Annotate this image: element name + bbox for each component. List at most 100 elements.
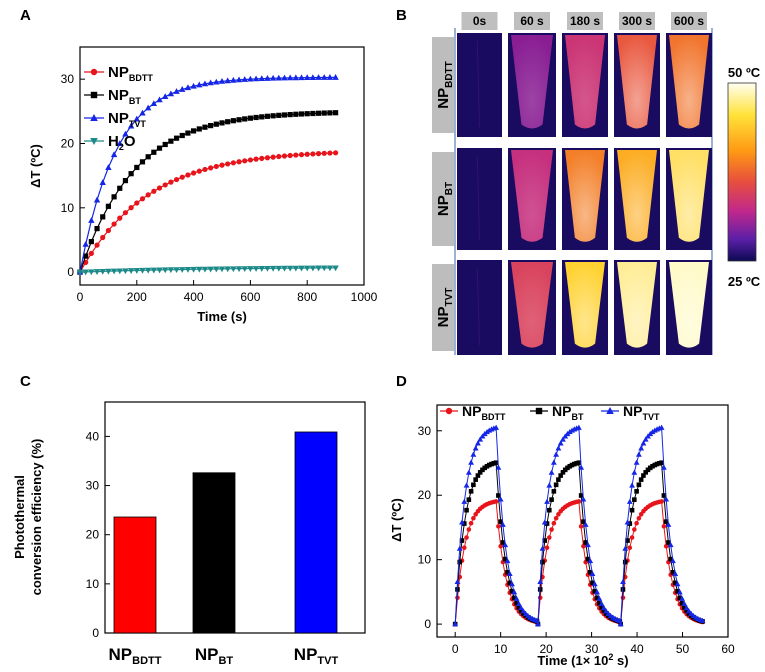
thermal-tube-glow	[511, 35, 553, 129]
panel-a-point-bt	[179, 132, 185, 139]
panel-d-point-bt	[641, 473, 646, 478]
panel-a-point-tvt	[127, 122, 135, 129]
panel-a-point-h2o	[292, 265, 300, 272]
panel-a-point-h2o	[241, 266, 248, 273]
panel-d-point-bt	[556, 477, 561, 482]
panel-a-point-bdtt	[134, 200, 140, 206]
panel-b-letter: B	[396, 7, 407, 24]
row-label-0: NPBDTT	[435, 61, 455, 109]
panel-a-ytick-label: 10	[61, 201, 75, 215]
time-label-1: 60 s	[520, 14, 544, 28]
panel-d-xtick-label: 30	[585, 642, 599, 656]
panel-c-ytick-label: 30	[86, 479, 100, 493]
panel-a-point-bdtt	[94, 242, 100, 248]
panel-d-legend-label-bt: NPBT	[552, 403, 584, 422]
panel-d-point-bt	[505, 569, 510, 575]
panel-d-point-tvt	[622, 545, 629, 551]
thermal-tube-glow	[617, 262, 657, 348]
panel-d-cycling-chart: 0 10 20 30 40 50 60 0 10 20 30 Time (1× 102 s) ΔT …	[389, 403, 735, 668]
panel-a-point-bt	[111, 194, 117, 200]
panel-d-point-bt	[675, 588, 680, 594]
panel-a-point-bdtt	[270, 154, 276, 160]
panel-d-point-bt	[560, 470, 566, 475]
panel-a-point-tvt	[235, 76, 243, 83]
panel-a-point-h2o	[230, 266, 237, 273]
panel-a-point-h2o	[321, 265, 328, 272]
panel-d-point-tvt	[676, 589, 683, 595]
panel-a-point-tvt	[162, 93, 169, 100]
panel-d-point-bt	[625, 538, 630, 543]
panel-a-point-bt	[117, 185, 123, 191]
panel-a-point-tvt	[315, 74, 322, 80]
panel-a-point-bt	[162, 141, 168, 148]
panel-a-legend-marker-bdtt	[90, 68, 98, 76]
thermal-tube-glow	[511, 262, 553, 348]
panel-a-point-tvt	[122, 130, 129, 137]
panel-d-point-bdtt	[581, 543, 586, 549]
panel-c-ytick-label: 40	[86, 429, 100, 443]
panel-d-point-tvt	[598, 600, 605, 606]
panel-d-point-tvt	[629, 482, 635, 488]
panel-d-point-tvt	[585, 541, 591, 548]
panel-a-point-h2o	[173, 267, 180, 273]
panel-d-xtick-label: 40	[630, 642, 644, 656]
panel-a-point-bt	[225, 119, 231, 125]
panel-d-xlabel: Time (1× 102 s)	[537, 652, 628, 668]
panel-a-point-h2o	[82, 269, 89, 276]
panel-d-point-tvt	[520, 608, 527, 614]
time-label-bg	[671, 12, 707, 30]
panel-d-point-bt	[585, 556, 591, 562]
panel-d-point-tvt	[539, 545, 546, 551]
panel-a-point-h2o	[304, 265, 311, 272]
panel-d-point-tvt	[544, 498, 550, 504]
thermal-streak	[476, 267, 480, 346]
thermal-tube-glow	[669, 150, 709, 242]
panel-a-point-tvt	[275, 74, 282, 81]
panel-a-point-tvt	[241, 76, 248, 82]
panel-d-point-bdtt	[549, 527, 554, 532]
panel-a-point-h2o	[281, 265, 288, 272]
panel-a-point-h2o	[201, 266, 209, 273]
panel-a-line-bt	[79, 112, 336, 273]
panel-a-point-h2o	[122, 268, 129, 275]
panel-a-xtick-label: 1000	[351, 290, 378, 304]
panel-a-point-bdtt	[179, 174, 185, 180]
panel-a-point-h2o	[196, 266, 203, 273]
panel-d-legend-marker-tvt	[606, 407, 614, 414]
panel-a-point-bt	[253, 114, 259, 121]
panel-a-point-tvt	[133, 115, 140, 122]
panel-d-point-bdtt	[578, 524, 584, 529]
panel-d-ytick-label: 0	[424, 617, 431, 631]
panel-d-point-tvt	[633, 459, 640, 465]
panel-d-point-tvt	[575, 424, 582, 430]
panel-d-point-bdtt	[544, 545, 550, 551]
panel-d-point-tvt	[679, 595, 685, 601]
panel-d-point-bt	[514, 600, 519, 606]
panel-d-xtick-label: 10	[494, 642, 508, 656]
panel-a-point-bt	[185, 130, 191, 136]
panel-a-point-tvt	[201, 80, 209, 87]
panel-a-point-tvt	[179, 86, 186, 92]
panel-d-point-bt	[634, 489, 639, 494]
panel-a-point-bt	[264, 113, 271, 119]
panel-a-point-bdtt	[259, 155, 265, 162]
panel-a-point-bt	[122, 178, 129, 184]
panel-d-point-bdtt	[632, 527, 637, 532]
panel-a-point-bdtt	[122, 210, 129, 216]
panel-d-point-bt	[668, 556, 674, 562]
panel-a-legend-label-bdtt: NPBDTT	[108, 64, 153, 83]
panel-a-point-bt	[304, 111, 310, 117]
panel-d-point-bt	[459, 538, 465, 543]
thermal-tube-glow	[565, 262, 605, 348]
panel-d-point-tvt	[506, 570, 513, 576]
panel-d-point-bt	[477, 470, 483, 475]
panel-d-point-tvt	[495, 464, 502, 470]
panel-d-point-tvt	[535, 621, 541, 627]
panel-a-point-h2o	[218, 266, 226, 273]
panel-d-point-bt	[516, 605, 522, 610]
panel-d-point-bdtt	[634, 520, 639, 526]
panel-a-point-bdtt	[202, 166, 208, 173]
panel-a-point-bt	[321, 110, 327, 116]
panel-a-point-bt	[219, 120, 225, 126]
panel-a-point-h2o	[110, 268, 118, 275]
